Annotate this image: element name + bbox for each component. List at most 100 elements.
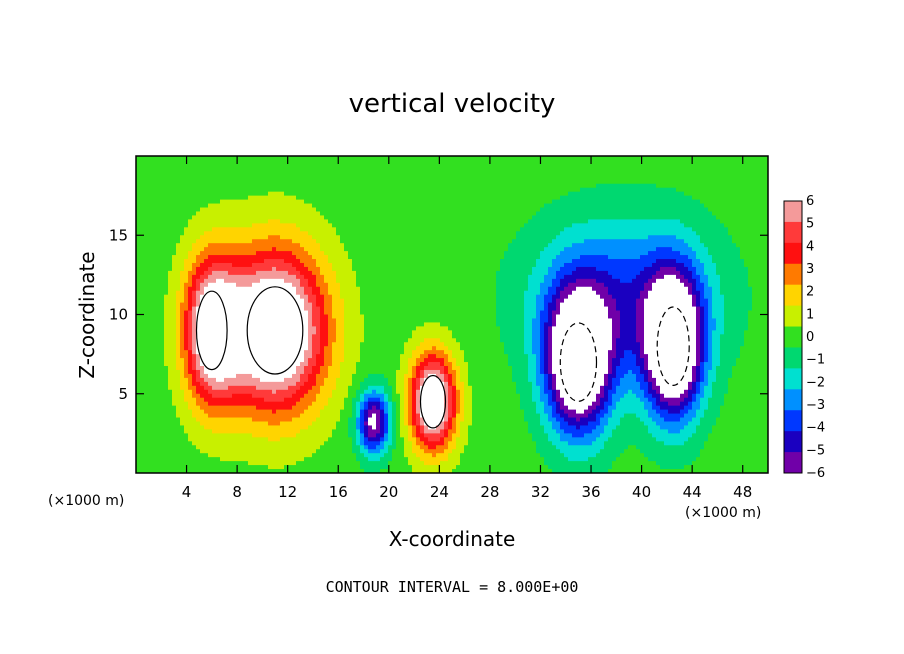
heatmap-cell [180,314,185,320]
heatmap-cell [212,366,217,371]
heatmap-cell [224,159,229,165]
heatmap-cell [376,255,381,260]
heatmap-cell [168,330,173,335]
heatmap-cell [332,159,337,165]
heatmap-cell [368,195,373,201]
heatmap-cell [184,330,189,335]
heatmap-cell [344,286,349,292]
heatmap-cell [172,358,177,363]
heatmap-cell [380,465,385,470]
heatmap-cell [336,310,341,316]
heatmap-cell [252,156,257,161]
heatmap-cell [304,195,309,201]
heatmap-cell [380,255,385,260]
heatmap-cell [224,417,229,423]
heatmap-cell [176,231,181,236]
heatmap-cell [244,231,249,236]
heatmap-cell [212,282,217,288]
heatmap-cell [332,310,337,316]
heatmap-cell [196,429,201,434]
heatmap-cell [288,179,293,185]
heatmap-cell [356,385,361,391]
heatmap-cell [344,381,349,387]
heatmap-cell [344,461,349,466]
heatmap-cell [172,235,177,240]
heatmap-cell [312,377,317,383]
heatmap-cell [324,278,329,284]
heatmap-cell [328,278,333,284]
heatmap-cell [296,314,301,320]
heatmap-cell [152,215,157,220]
heatmap-cell [272,389,277,395]
heatmap-cell [240,302,245,308]
heatmap-cell [352,405,357,411]
heatmap-cell [272,413,277,419]
heatmap-cell [364,373,369,379]
heatmap-cell [164,255,169,260]
heatmap-cell [176,207,181,213]
heatmap-cell [172,156,177,161]
heatmap-cell [284,369,289,375]
heatmap-cell [148,397,153,403]
heatmap-cell [196,469,201,473]
heatmap-cell [228,409,233,415]
heatmap-cell [312,465,317,470]
heatmap-cell [164,429,169,434]
heatmap-cell [188,179,193,185]
heatmap-cell [352,318,357,324]
heatmap-cell [308,223,313,228]
heatmap-cell [232,369,237,375]
heatmap-cell [180,215,185,220]
heatmap-cell [280,183,285,189]
heatmap-cell [272,278,277,284]
heatmap-cell [192,429,197,434]
heatmap-cell [384,187,389,193]
heatmap-cell [280,266,285,272]
heatmap-cell [236,366,241,371]
heatmap-cell [140,385,145,391]
heatmap-cell [212,417,217,423]
heatmap-cell [260,298,265,304]
heatmap-cell [192,401,197,407]
heatmap-cell [364,175,369,181]
heatmap-cell [348,195,353,201]
heatmap-cell [216,342,221,347]
heatmap-cell [200,255,205,260]
heatmap-cell [180,270,185,276]
heatmap-cell [296,278,301,284]
heatmap-cell [228,259,233,264]
heatmap-cell [228,417,233,423]
heatmap-cell [340,207,345,213]
heatmap-cell [376,429,381,434]
heatmap-cell [352,286,357,292]
heatmap-cell [144,171,149,177]
heatmap-cell [136,310,141,316]
heatmap-cell [352,469,357,473]
heatmap-cell [252,175,257,181]
heatmap-cell [304,290,309,296]
heatmap-cell [308,171,313,177]
heatmap-cell [268,231,273,236]
heatmap-cell [284,179,289,185]
heatmap-cell [304,211,309,217]
heatmap-cell [212,381,217,387]
heatmap-cell [288,298,293,304]
heatmap-cell [356,389,361,395]
heatmap-cell [336,385,341,391]
heatmap-cell [232,247,237,252]
heatmap-cell [384,195,389,201]
heatmap-cell [136,223,141,228]
heatmap-cell [160,314,165,320]
heatmap-cell [224,207,229,213]
heatmap-cell [272,393,277,399]
heatmap-cell [260,199,265,205]
heatmap-cell [272,259,277,264]
heatmap-cell [180,282,185,288]
heatmap-cell [236,294,241,300]
heatmap-cell [288,469,293,473]
heatmap-cell [136,215,141,220]
heatmap-cell [360,354,365,359]
heatmap-cell [268,195,273,201]
heatmap-cell [236,270,241,276]
heatmap-cell [216,243,221,248]
